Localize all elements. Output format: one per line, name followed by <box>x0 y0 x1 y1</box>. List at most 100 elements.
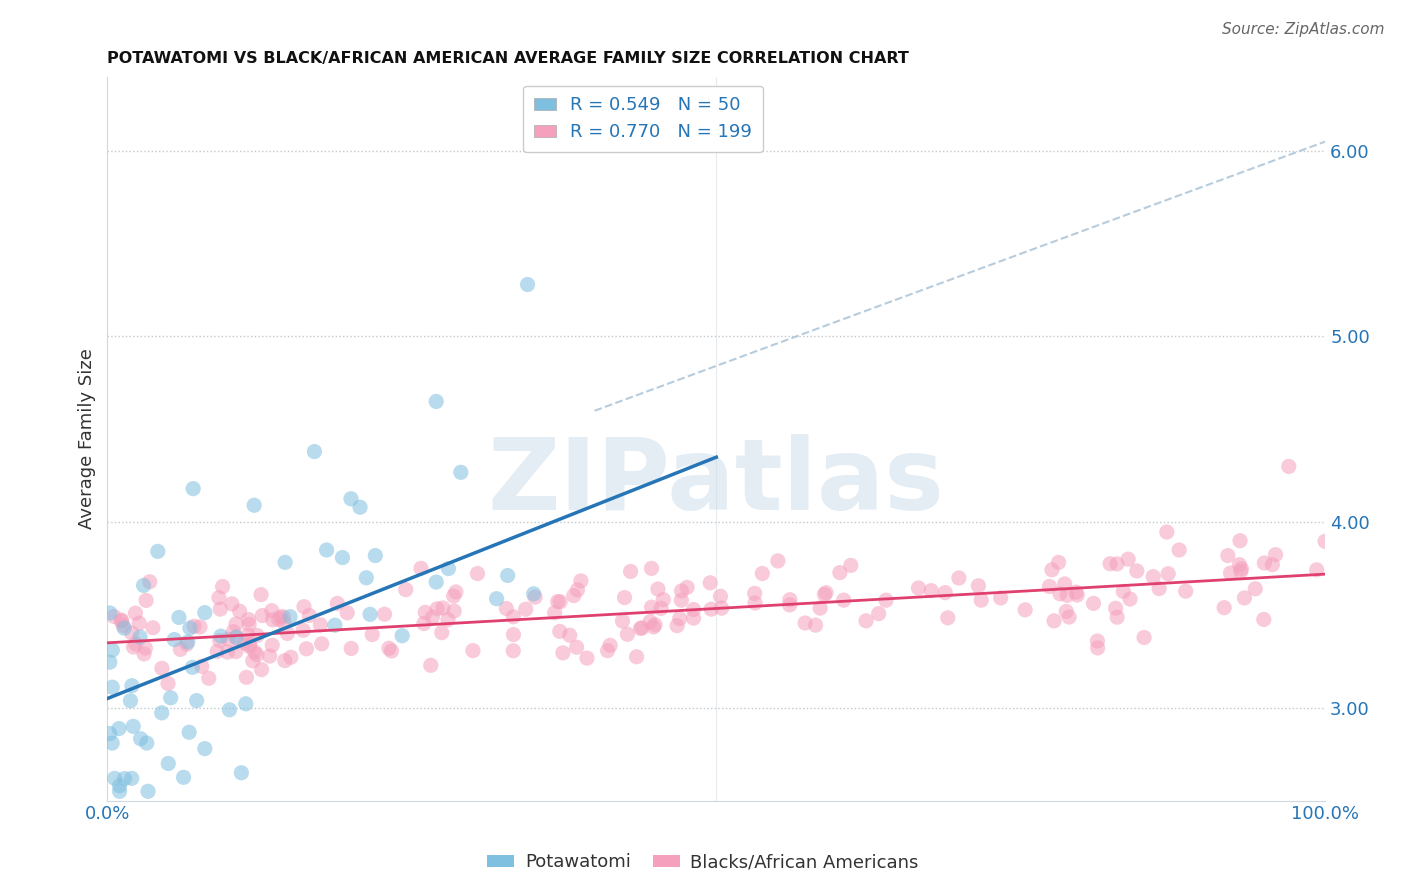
Point <box>437 613 460 627</box>
Point <box>616 627 638 641</box>
Point <box>970 593 993 607</box>
Point <box>309 618 332 632</box>
Point <box>1305 563 1327 577</box>
Point <box>1107 610 1129 624</box>
Point <box>298 608 321 623</box>
Point <box>262 638 284 652</box>
Point <box>666 618 689 632</box>
Point <box>209 602 232 616</box>
Point <box>225 617 247 632</box>
Point <box>1116 552 1139 566</box>
Point <box>569 574 592 588</box>
Point <box>101 643 124 657</box>
Point <box>235 697 257 711</box>
Point <box>259 649 281 664</box>
Point <box>273 610 295 624</box>
Point <box>443 604 465 618</box>
Point <box>120 694 142 708</box>
Point <box>138 574 160 589</box>
Point <box>444 585 467 599</box>
Point <box>221 597 243 611</box>
Point <box>543 606 565 620</box>
Point <box>990 591 1012 605</box>
Point <box>644 617 666 632</box>
Point <box>1099 557 1122 571</box>
Point <box>551 646 574 660</box>
Point <box>652 592 675 607</box>
Point <box>243 645 266 659</box>
Point <box>671 583 693 598</box>
Point <box>188 620 211 634</box>
Point <box>709 589 731 603</box>
Point <box>236 628 259 642</box>
Legend: Potawatomi, Blacks/African Americans: Potawatomi, Blacks/African Americans <box>479 847 927 879</box>
Point <box>121 772 143 786</box>
Point <box>1126 564 1149 578</box>
Point <box>1157 566 1180 581</box>
Point <box>1056 588 1078 602</box>
Point <box>292 624 315 638</box>
Point <box>135 593 157 607</box>
Point <box>295 641 318 656</box>
Point <box>183 619 205 633</box>
Point <box>135 736 157 750</box>
Point <box>208 591 231 605</box>
Point <box>630 621 652 635</box>
Point <box>502 627 524 641</box>
Point <box>150 661 173 675</box>
Point <box>967 579 990 593</box>
Point <box>242 654 264 668</box>
Point <box>1156 524 1178 539</box>
Point <box>228 604 250 618</box>
Point <box>450 466 472 480</box>
Point <box>1230 565 1253 579</box>
Point <box>311 637 333 651</box>
Point <box>364 549 387 563</box>
Point <box>1040 563 1063 577</box>
Point <box>101 680 124 694</box>
Point <box>260 604 283 618</box>
Point <box>839 558 862 573</box>
Point <box>114 772 136 786</box>
Point <box>1133 631 1156 645</box>
Point <box>443 589 465 603</box>
Point <box>176 637 198 651</box>
Point <box>1057 610 1080 624</box>
Point <box>181 482 204 496</box>
Point <box>1014 603 1036 617</box>
Point <box>744 596 766 610</box>
Point <box>907 581 929 595</box>
Point <box>104 772 127 786</box>
Point <box>378 641 401 656</box>
Point <box>273 615 295 630</box>
Point <box>205 644 228 658</box>
Point <box>422 610 444 624</box>
Point <box>380 644 402 658</box>
Point <box>98 606 121 620</box>
Point <box>246 648 269 662</box>
Point <box>920 583 942 598</box>
Point <box>432 601 454 615</box>
Point <box>326 596 349 610</box>
Point <box>1038 579 1060 593</box>
Legend: R = 0.549   N = 50, R = 0.770   N = 199: R = 0.549 N = 50, R = 0.770 N = 199 <box>523 86 763 153</box>
Point <box>108 784 131 798</box>
Point <box>643 620 665 634</box>
Point <box>413 605 436 619</box>
Point <box>129 731 152 746</box>
Point <box>146 544 169 558</box>
Point <box>121 679 143 693</box>
Point <box>638 615 661 629</box>
Point <box>194 606 217 620</box>
Point <box>751 566 773 581</box>
Point <box>186 693 208 707</box>
Point <box>231 765 253 780</box>
Text: POTAWATOMI VS BLACK/AFRICAN AMERICAN AVERAGE FAMILY SIZE CORRELATION CHART: POTAWATOMI VS BLACK/AFRICAN AMERICAN AVE… <box>107 51 910 66</box>
Point <box>190 659 212 673</box>
Point <box>855 614 877 628</box>
Point <box>567 582 589 597</box>
Point <box>276 626 298 640</box>
Point <box>1261 558 1284 572</box>
Point <box>250 663 273 677</box>
Point <box>211 580 233 594</box>
